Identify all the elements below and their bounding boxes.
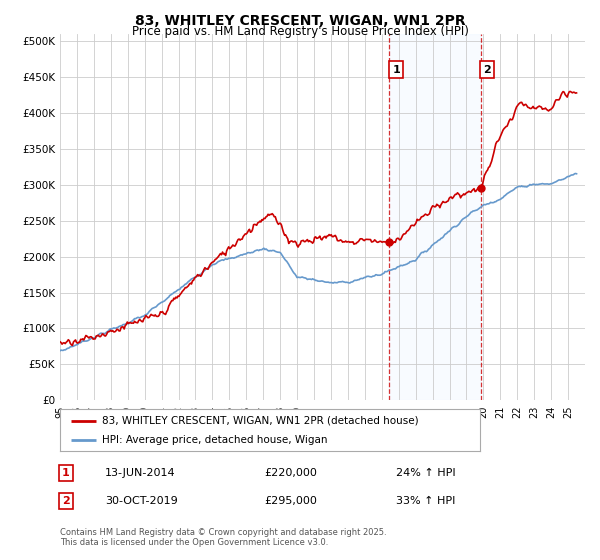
- Text: HPI: Average price, detached house, Wigan: HPI: Average price, detached house, Wiga…: [102, 435, 328, 445]
- Text: £220,000: £220,000: [264, 468, 317, 478]
- Text: 24% ↑ HPI: 24% ↑ HPI: [396, 468, 455, 478]
- Text: 30-OCT-2019: 30-OCT-2019: [105, 496, 178, 506]
- Text: Contains HM Land Registry data © Crown copyright and database right 2025.
This d: Contains HM Land Registry data © Crown c…: [60, 528, 386, 547]
- Text: 1: 1: [62, 468, 70, 478]
- Text: 13-JUN-2014: 13-JUN-2014: [105, 468, 176, 478]
- Text: 83, WHITLEY CRESCENT, WIGAN, WN1 2PR (detached house): 83, WHITLEY CRESCENT, WIGAN, WN1 2PR (de…: [102, 416, 419, 426]
- Text: Price paid vs. HM Land Registry's House Price Index (HPI): Price paid vs. HM Land Registry's House …: [131, 25, 469, 38]
- Text: 83, WHITLEY CRESCENT, WIGAN, WN1 2PR: 83, WHITLEY CRESCENT, WIGAN, WN1 2PR: [134, 14, 466, 28]
- Text: 2: 2: [62, 496, 70, 506]
- Text: 1: 1: [392, 64, 400, 74]
- Bar: [389, 34, 481, 400]
- Text: £295,000: £295,000: [264, 496, 317, 506]
- Text: 33% ↑ HPI: 33% ↑ HPI: [396, 496, 455, 506]
- Text: 2: 2: [484, 64, 491, 74]
